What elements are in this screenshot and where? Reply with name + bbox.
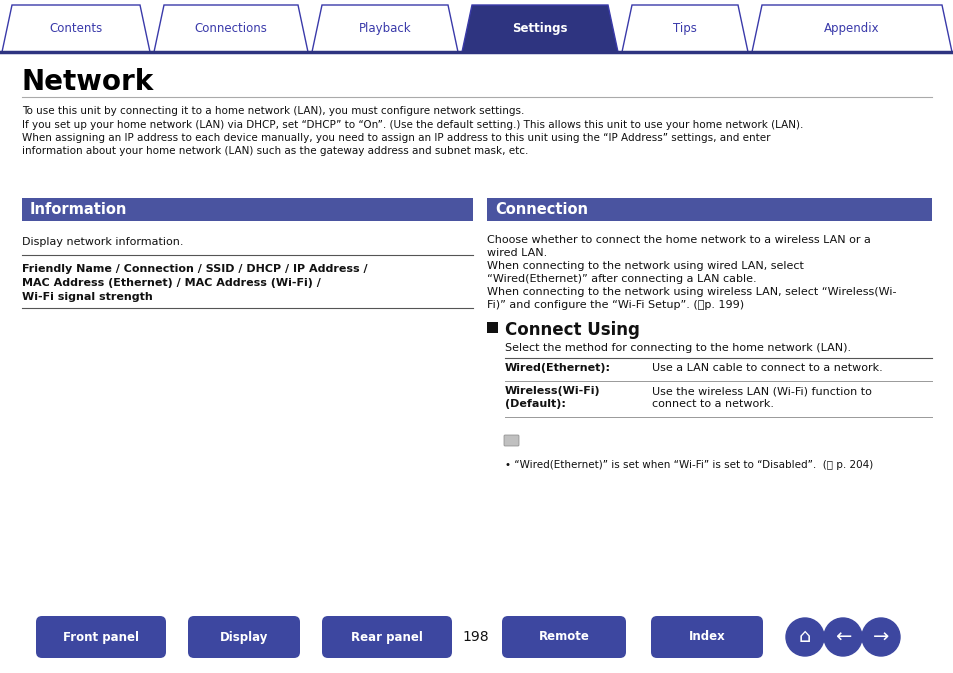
Text: Fi)” and configure the “Wi-Fi Setup”. (p. 199): Fi)” and configure the “Wi-Fi Setup”. (… [486,300,743,310]
Text: Contents: Contents [50,22,103,35]
FancyBboxPatch shape [22,198,473,221]
FancyBboxPatch shape [486,322,497,333]
Text: Information: Information [30,202,128,217]
Text: Wi-Fi signal strength: Wi-Fi signal strength [22,292,152,302]
Circle shape [862,618,899,656]
FancyBboxPatch shape [501,616,625,658]
Text: Index: Index [688,631,724,643]
Circle shape [823,618,862,656]
Text: ←: ← [834,627,850,647]
Text: Connection: Connection [495,202,587,217]
FancyBboxPatch shape [188,616,299,658]
Text: “Wired(Ethernet)” after connecting a LAN cable.: “Wired(Ethernet)” after connecting a LAN… [486,274,756,284]
Text: Remote: Remote [538,631,589,643]
Text: Display: Display [219,631,268,643]
Text: information about your home network (LAN) such as the gateway address and subnet: information about your home network (LAN… [22,147,528,157]
Text: Playback: Playback [358,22,411,35]
Text: Rear panel: Rear panel [351,631,422,643]
Text: Display network information.: Display network information. [22,237,183,247]
Polygon shape [2,5,150,52]
Text: Settings: Settings [512,22,567,35]
Text: Connect Using: Connect Using [504,321,639,339]
Text: When assigning an IP address to each device manually, you need to assign an IP a: When assigning an IP address to each dev… [22,133,770,143]
Text: Appendix: Appendix [823,22,879,35]
Text: If you set up your home network (LAN) via DHCP, set “DHCP” to “On”. (Use the def: If you set up your home network (LAN) vi… [22,120,802,129]
Text: Select the method for connecting to the home network (LAN).: Select the method for connecting to the … [504,343,850,353]
Text: wired LAN.: wired LAN. [486,248,547,258]
Text: Friendly Name / Connection / SSID / DHCP / IP Address /: Friendly Name / Connection / SSID / DHCP… [22,264,367,274]
Polygon shape [153,5,308,52]
Text: connect to a network.: connect to a network. [651,399,773,409]
Text: (Default):: (Default): [504,399,565,409]
FancyBboxPatch shape [36,616,166,658]
Polygon shape [461,5,618,52]
Text: ⌂: ⌂ [798,627,810,647]
Text: →: → [872,627,888,647]
Polygon shape [751,5,951,52]
Polygon shape [312,5,457,52]
Text: To use this unit by connecting it to a home network (LAN), you must configure ne: To use this unit by connecting it to a h… [22,106,524,116]
Text: Front panel: Front panel [63,631,139,643]
Text: • “Wired(Ethernet)” is set when “Wi-Fi” is set to “Disabled”.  ( p. 204): • “Wired(Ethernet)” is set when “Wi-Fi” … [504,460,872,470]
Circle shape [785,618,823,656]
Text: 198: 198 [462,630,489,644]
Text: Choose whether to connect the home network to a wireless LAN or a: Choose whether to connect the home netwo… [486,235,870,245]
FancyBboxPatch shape [486,198,931,221]
Text: Connections: Connections [194,22,267,35]
Text: MAC Address (Ethernet) / MAC Address (Wi-Fi) /: MAC Address (Ethernet) / MAC Address (Wi… [22,278,320,288]
Text: Network: Network [22,68,154,96]
FancyBboxPatch shape [322,616,452,658]
Text: When connecting to the network using wired LAN, select: When connecting to the network using wir… [486,261,803,271]
Text: When connecting to the network using wireless LAN, select “Wireless(Wi-: When connecting to the network using wir… [486,287,896,297]
FancyBboxPatch shape [650,616,762,658]
Polygon shape [621,5,747,52]
Text: Use a LAN cable to connect to a network.: Use a LAN cable to connect to a network. [651,363,882,373]
Text: Use the wireless LAN (Wi-Fi) function to: Use the wireless LAN (Wi-Fi) function to [651,386,871,396]
FancyBboxPatch shape [503,435,518,446]
Text: Wired(Ethernet):: Wired(Ethernet): [504,363,610,373]
Text: Tips: Tips [673,22,697,35]
Text: Wireless(Wi-Fi): Wireless(Wi-Fi) [504,386,600,396]
